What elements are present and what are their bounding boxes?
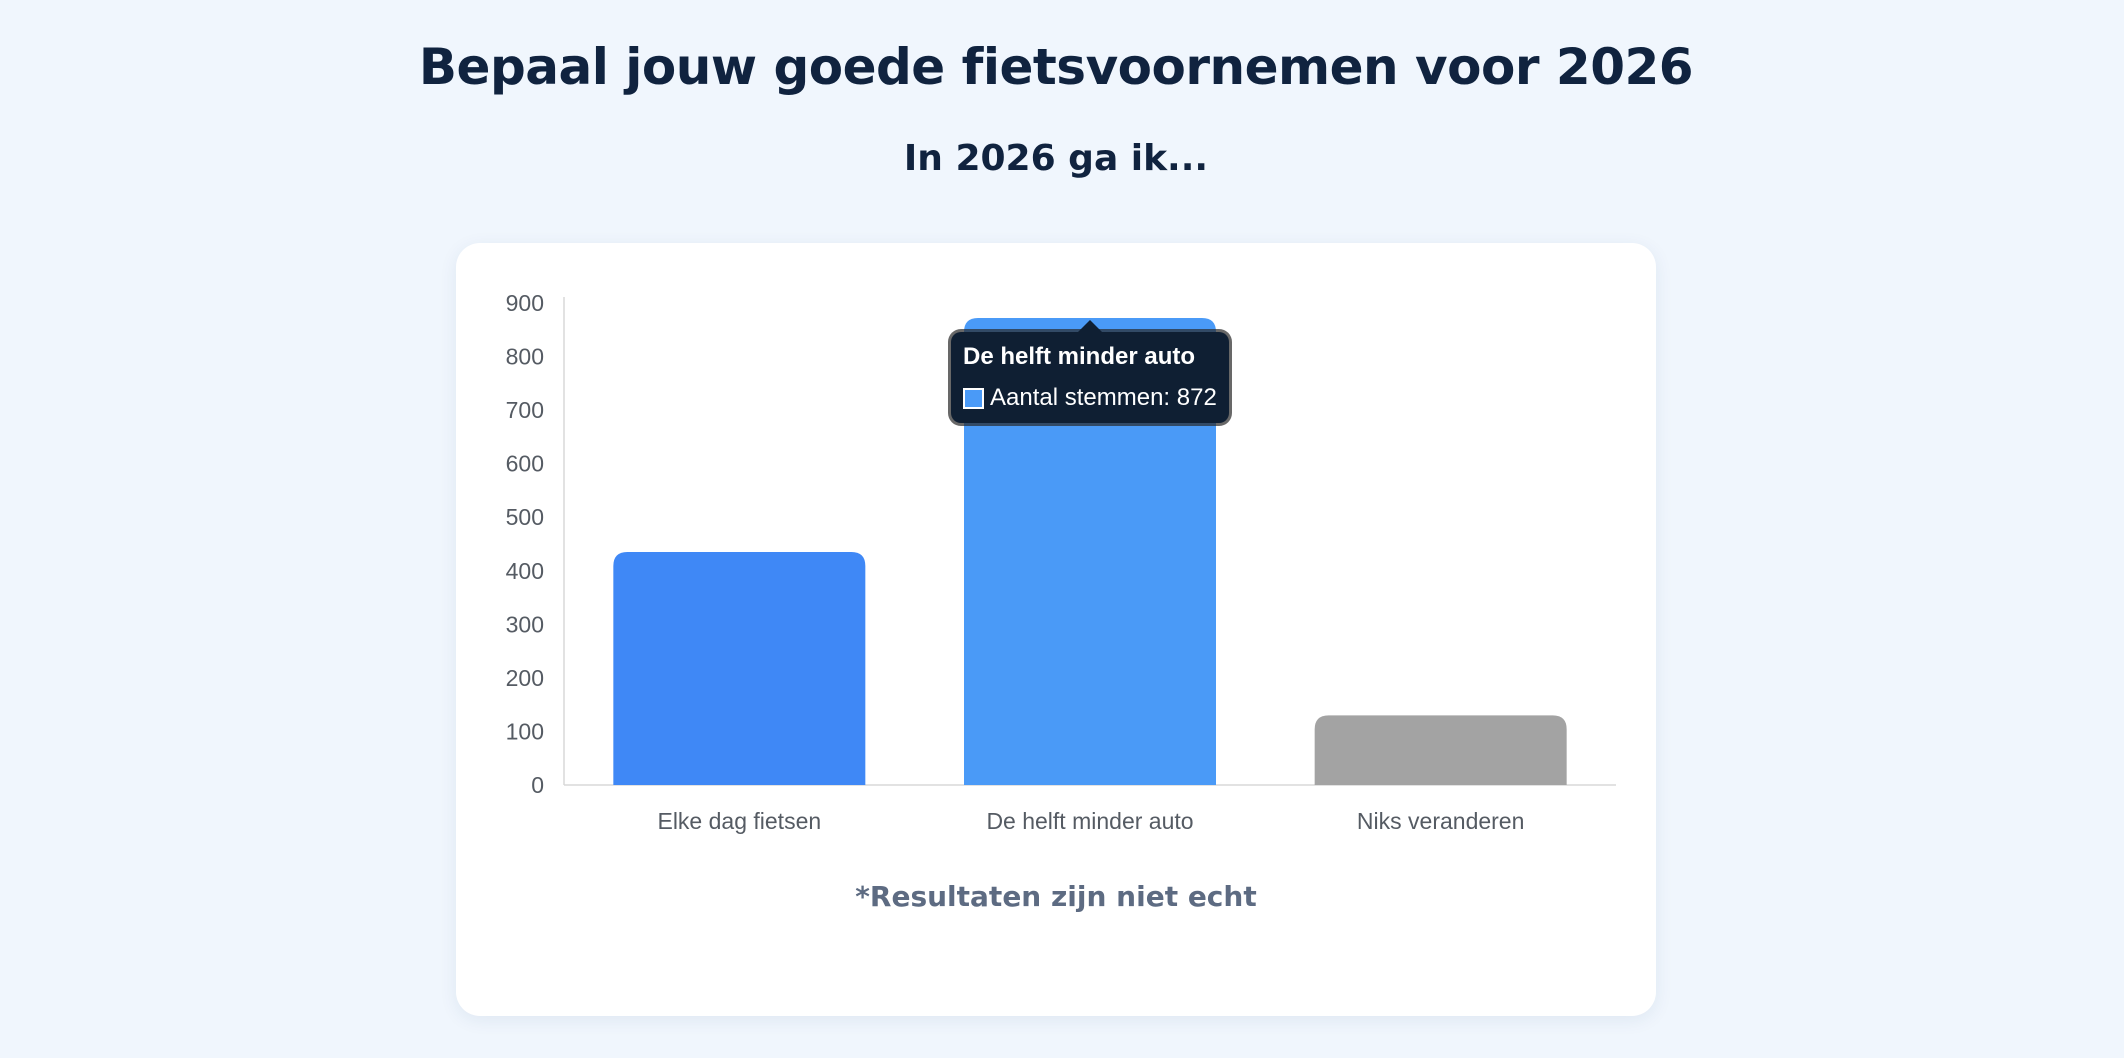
y-tick-label: 500: [506, 504, 544, 530]
bar-2: [1314, 715, 1567, 785]
tooltip-row: Aantal stemmen: 872: [963, 383, 1217, 413]
x-category-label: Niks veranderen: [1357, 808, 1524, 834]
y-tick-label: 900: [506, 290, 544, 316]
footnote: *Resultaten zijn niet echt: [855, 880, 1257, 913]
tooltip-title: De helft minder auto: [963, 343, 1196, 370]
chart-card: 0 100 200 300 400 500 600 700 800 900 Elke dag fie…: [456, 243, 1656, 1016]
tooltip-swatch: [963, 387, 984, 409]
y-tick-label: 700: [506, 397, 544, 423]
tooltip-label: Aantal stemmen: 872: [990, 384, 1217, 411]
x-category-label: Elke dag fietsen: [657, 808, 821, 834]
bar-chart: 0 100 200 300 400 500 600 700 800 900 Elke dag fie…: [506, 290, 1616, 834]
x-category-label: De helft minder auto: [986, 808, 1193, 834]
bar-1: [964, 317, 1216, 785]
y-tick-label: 400: [506, 558, 544, 584]
tooltip-caret: [1078, 320, 1102, 332]
y-tick-label: 600: [506, 451, 544, 477]
y-tick-label: 200: [506, 665, 544, 691]
page-title: Bepaal jouw goede fietsvoornemen voor 20…: [418, 38, 1694, 96]
y-tick-label: 300: [506, 611, 544, 637]
chart-tooltip: De helft minder auto Aantal stemmen: 872: [951, 320, 1229, 423]
page-subtitle: In 2026 ga ik...: [903, 138, 1209, 179]
bar-0: [613, 552, 866, 785]
y-tick-label: 100: [506, 718, 544, 744]
y-tick-label: 800: [506, 344, 544, 370]
y-tick-label: 0: [531, 772, 544, 798]
